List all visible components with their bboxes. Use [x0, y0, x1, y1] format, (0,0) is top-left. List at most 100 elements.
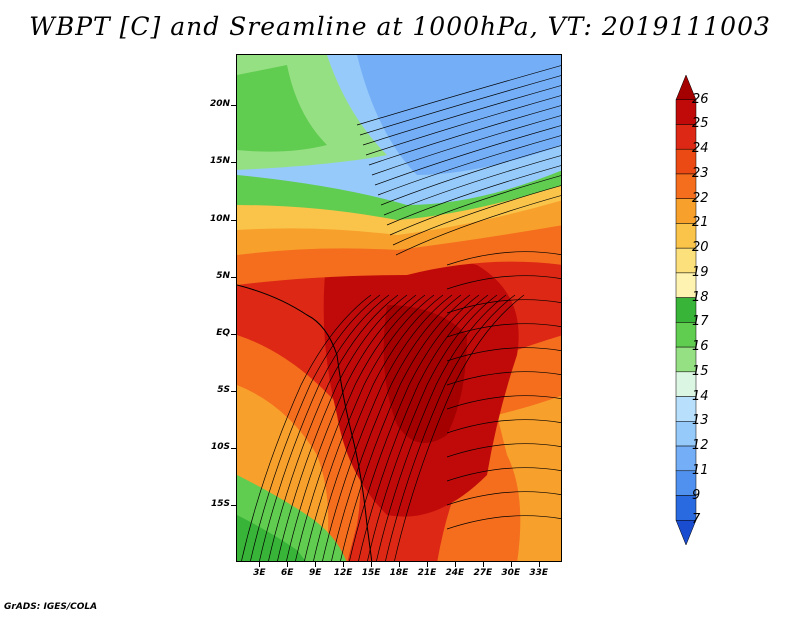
lon-tick-label: 33E [529, 568, 549, 578]
lat-tick-label: 5S [217, 384, 230, 395]
colorbar-level-label: 18 [692, 289, 709, 305]
streamline [340, 294, 471, 561]
map-canvas [237, 55, 561, 561]
streamline [446, 443, 561, 458]
streamline [446, 491, 561, 506]
streamline [371, 115, 561, 176]
lon-tick [259, 562, 261, 567]
streamline [295, 294, 426, 561]
lat-tick-label: 10N [209, 213, 230, 224]
colorbar-level-label: 17 [692, 314, 709, 330]
colorbar-level-label: 9 [692, 487, 701, 503]
lat-tick [231, 105, 236, 107]
streamline [374, 125, 561, 186]
streamline [259, 294, 390, 561]
lat-tick [231, 276, 236, 278]
region-south-atlantic-dark [237, 515, 306, 561]
colorbar-level-label: 23 [692, 165, 709, 181]
streamline [394, 294, 525, 561]
colorbar-level-label: 26 [692, 91, 709, 107]
lon-tick [315, 562, 317, 567]
lat-tick-label: 15N [209, 156, 230, 167]
streamline [446, 347, 561, 362]
lat-tick [231, 333, 236, 335]
lat-tick [231, 504, 236, 506]
streamline [446, 395, 561, 410]
lat-tick-label: 5N [216, 270, 230, 281]
colorbar-level-label: 21 [692, 215, 709, 231]
lon-tick [371, 562, 373, 567]
streamlines [241, 65, 561, 561]
lat-tick [231, 219, 236, 221]
lon-tick [399, 562, 400, 567]
map-panel[interactable] [236, 54, 562, 562]
lon-tick [287, 562, 289, 567]
streamline [367, 294, 498, 561]
lon-tick [426, 562, 428, 567]
lat-tick [231, 447, 236, 449]
streamline [268, 294, 399, 561]
streamline [446, 467, 561, 482]
colorbar-segment [675, 520, 697, 546]
lat-tick [231, 390, 236, 392]
coastline [237, 284, 373, 561]
streamline [356, 65, 561, 126]
lat-tick-label: 15S [210, 498, 230, 509]
region-sahel-belt-light [237, 180, 561, 235]
lat-tick-label: 10S [210, 441, 230, 452]
lon-tick [482, 562, 484, 567]
colorbar-level-label: 7 [692, 512, 701, 528]
streamline [313, 294, 444, 561]
lon-tick-label: 24E [445, 568, 465, 578]
colorbar [675, 74, 697, 546]
streamline [392, 185, 561, 246]
streamline [446, 299, 561, 314]
lon-tick [510, 562, 512, 567]
lon-tick [538, 562, 540, 567]
lon-tick [454, 562, 456, 567]
colorbar-level-label: 15 [692, 363, 709, 379]
lon-tick-label: 27E [473, 568, 493, 578]
streamline [362, 85, 561, 146]
colorbar-level-label: 25 [692, 116, 709, 132]
lon-tick-label: 18E [389, 568, 409, 578]
lon-tick-label: 6E [281, 568, 294, 578]
streamline [389, 175, 561, 236]
streamline [380, 145, 561, 206]
streamline [446, 515, 561, 530]
streamline [446, 251, 561, 266]
streamline [446, 275, 561, 290]
streamline [277, 294, 408, 561]
region-south-plateau-inner [497, 395, 561, 561]
lon-tick-label: 15E [361, 568, 381, 578]
streamline [359, 75, 561, 136]
streamline [331, 294, 462, 561]
streamline [376, 294, 507, 561]
streamline [250, 294, 381, 561]
colorbar-level-label: 14 [692, 388, 709, 404]
streamline [358, 294, 489, 561]
streamline [322, 294, 453, 561]
streamline [385, 294, 516, 561]
lat-tick-label: EQ [216, 327, 230, 338]
lon-tick-label: 30E [501, 568, 521, 578]
streamline [383, 155, 561, 216]
colorbar-level-label: 13 [692, 413, 709, 429]
streamline [349, 294, 480, 561]
streamline [395, 195, 561, 256]
lat-tick [231, 162, 236, 164]
lat-tick-label: 20N [209, 99, 230, 110]
colorbar-level-label: 16 [692, 339, 709, 355]
colorbar-level-label: 20 [692, 240, 709, 256]
colorbar-level-label: 19 [692, 264, 709, 280]
lon-tick [343, 562, 345, 567]
streamline [446, 323, 561, 338]
region-transition-green [237, 165, 561, 220]
colorbar-level-label: 24 [692, 141, 709, 157]
streamline [446, 419, 561, 434]
streamline [286, 294, 417, 561]
region-warm-core-max [383, 305, 467, 443]
streamline [386, 165, 561, 226]
streamline [304, 294, 435, 561]
streamline [368, 105, 561, 166]
